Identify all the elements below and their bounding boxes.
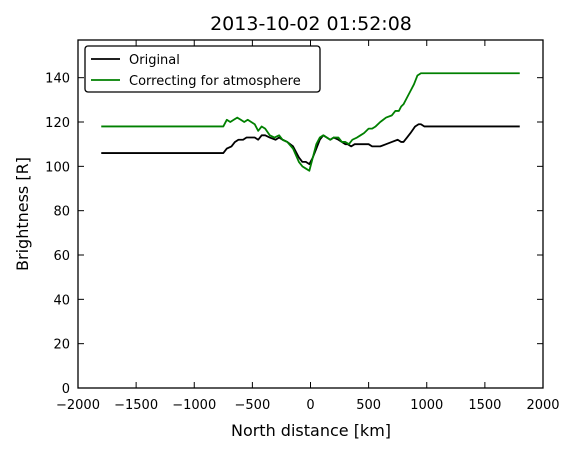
y-axis-title: Brightness [R]: [13, 157, 32, 271]
y-tick-label: 60: [53, 249, 70, 264]
x-axis-title: North distance [km]: [231, 421, 391, 440]
y-tick-label: 0: [62, 382, 70, 397]
x-tick-label: −1500: [114, 398, 158, 413]
x-tick-label: 1500: [468, 398, 501, 413]
chart-title: 2013-10-02 01:52:08: [210, 13, 412, 35]
x-tick-label: 0: [306, 398, 314, 413]
legend-label-original: Original: [129, 53, 180, 68]
x-tick-label: −1000: [172, 398, 216, 413]
y-tick-label: 120: [45, 116, 70, 131]
series-layer: [101, 72, 520, 172]
x-tick-label: 500: [356, 398, 381, 413]
x-tick-label: −2000: [56, 398, 100, 413]
series-line-1: [101, 72, 520, 172]
y-tick-label: 140: [45, 72, 70, 87]
y-tick-label: 40: [53, 293, 70, 308]
ticks-layer: −2000 −1500 −1000 −500 0 500 1000 1500 2000 0 20 40…: [45, 40, 560, 413]
legend-box: [84, 45, 321, 93]
y-tick-label: 100: [45, 160, 70, 175]
x-tick-label: 1000: [410, 398, 443, 413]
y-tick-label: 20: [53, 338, 70, 353]
series-line-0: [101, 123, 520, 166]
legend-label-corrected: Correcting for atmosphere: [129, 74, 301, 89]
legend: Original Correcting for atmosphere: [84, 45, 321, 93]
x-tick-label: 2000: [526, 398, 559, 413]
plot-frame: [77, 39, 544, 389]
x-tick-label: −500: [235, 398, 271, 413]
y-tick-label: 80: [53, 205, 70, 220]
